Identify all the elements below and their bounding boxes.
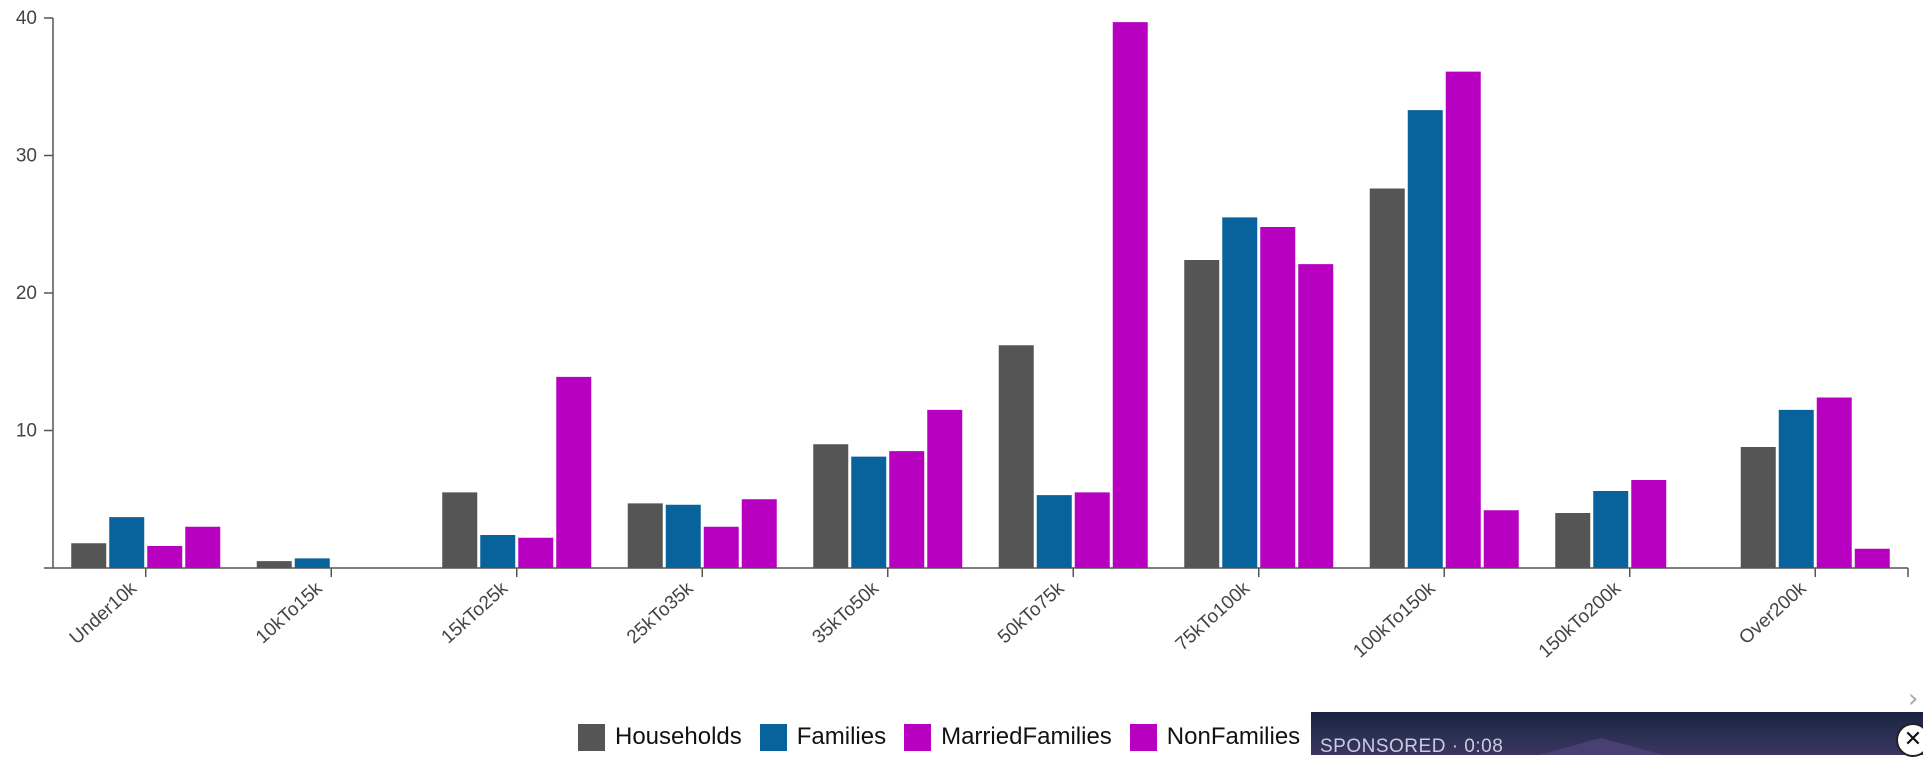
bar	[1483, 510, 1519, 568]
bars	[71, 22, 1890, 568]
bar	[147, 546, 183, 568]
bar	[518, 537, 554, 568]
bar	[1074, 492, 1110, 568]
legend-item-households[interactable]: Households	[578, 723, 742, 751]
bar	[1555, 513, 1591, 568]
bar	[185, 526, 221, 568]
bar	[741, 499, 777, 568]
bar	[556, 376, 592, 568]
x-tick-label: 75kTo100k	[1172, 578, 1255, 655]
chevron-right-icon[interactable]: ›	[1908, 684, 1919, 714]
legend-swatch-households	[578, 723, 605, 751]
bar	[851, 456, 887, 568]
bar	[627, 503, 663, 568]
bar	[1112, 22, 1148, 568]
bar	[256, 561, 292, 568]
x-tick-label: 150kTo200k	[1535, 578, 1626, 663]
bar	[442, 492, 478, 568]
bar	[927, 409, 963, 568]
x-axis: Under10k 10kTo15k 15kTo25k 25kTo35k 35kTo50k…	[53, 567, 1909, 663]
legend-swatch-families	[759, 723, 787, 751]
bar	[1298, 264, 1334, 568]
bar	[703, 526, 739, 568]
y-tick-label: 20	[16, 283, 37, 304]
close-icon[interactable]: ✕	[1896, 723, 1923, 757]
bar	[71, 543, 107, 568]
legend-label-households: Households	[615, 723, 742, 750]
x-tick-label: 15kTo25k	[438, 578, 513, 648]
x-tick-label: Over200k	[1735, 578, 1811, 649]
bar	[294, 558, 330, 568]
ad-thumbnail-mountain	[1491, 738, 1711, 755]
legend-swatch-non-families	[1129, 723, 1157, 751]
bar	[889, 451, 925, 568]
x-tick-label: 10kTo15k	[252, 578, 327, 648]
bar	[1036, 495, 1072, 568]
bar	[1445, 71, 1481, 568]
legend-item-married-families[interactable]: MarriedFamilies	[904, 723, 1112, 751]
bar	[1593, 491, 1629, 568]
bar	[1816, 397, 1852, 568]
x-tick-label: 35kTo50k	[809, 578, 884, 648]
y-axis: 10 20 30 40	[16, 8, 54, 569]
y-tick-label: 40	[16, 8, 37, 29]
bar	[109, 517, 145, 568]
bar	[1260, 227, 1296, 568]
legend-item-non-families[interactable]: NonFamilies	[1129, 723, 1301, 751]
bar	[1222, 217, 1258, 568]
y-tick-label: 30	[16, 146, 37, 167]
bar	[1369, 188, 1405, 568]
legend-swatch-married-families	[904, 723, 932, 751]
legend-item-families[interactable]: Families	[759, 723, 887, 751]
sponsored-video-player[interactable]: SPONSORED · 0:08	[1311, 712, 1923, 755]
bar	[1740, 447, 1776, 568]
x-tick-label: 50kTo75k	[994, 578, 1069, 648]
legend-label-married-families: MarriedFamilies	[941, 723, 1112, 750]
bar	[1778, 409, 1814, 568]
sponsored-label: SPONSORED · 0:08	[1320, 736, 1504, 755]
legend-label-families: Families	[796, 723, 887, 750]
bar	[480, 535, 516, 568]
income-bar-chart: 10 20 30 40 Under10k 10kTo15k 15kTo25k 25kTo35…	[16, 8, 1909, 663]
x-tick-label: 25kTo35k	[623, 578, 698, 648]
bar	[665, 504, 701, 568]
legend: Households Families MarriedFamilies NonF…	[578, 722, 1300, 752]
bar	[1631, 480, 1667, 568]
bar	[998, 345, 1034, 568]
y-tick-label: 10	[16, 421, 37, 442]
x-tick-label: 100kTo150k	[1349, 578, 1440, 663]
bar	[813, 444, 849, 568]
x-tick-label: Under10k	[66, 578, 142, 649]
legend-label-non-families: NonFamilies	[1166, 723, 1301, 750]
bar	[1184, 260, 1220, 568]
bar	[1407, 110, 1443, 568]
bar	[1854, 548, 1890, 568]
